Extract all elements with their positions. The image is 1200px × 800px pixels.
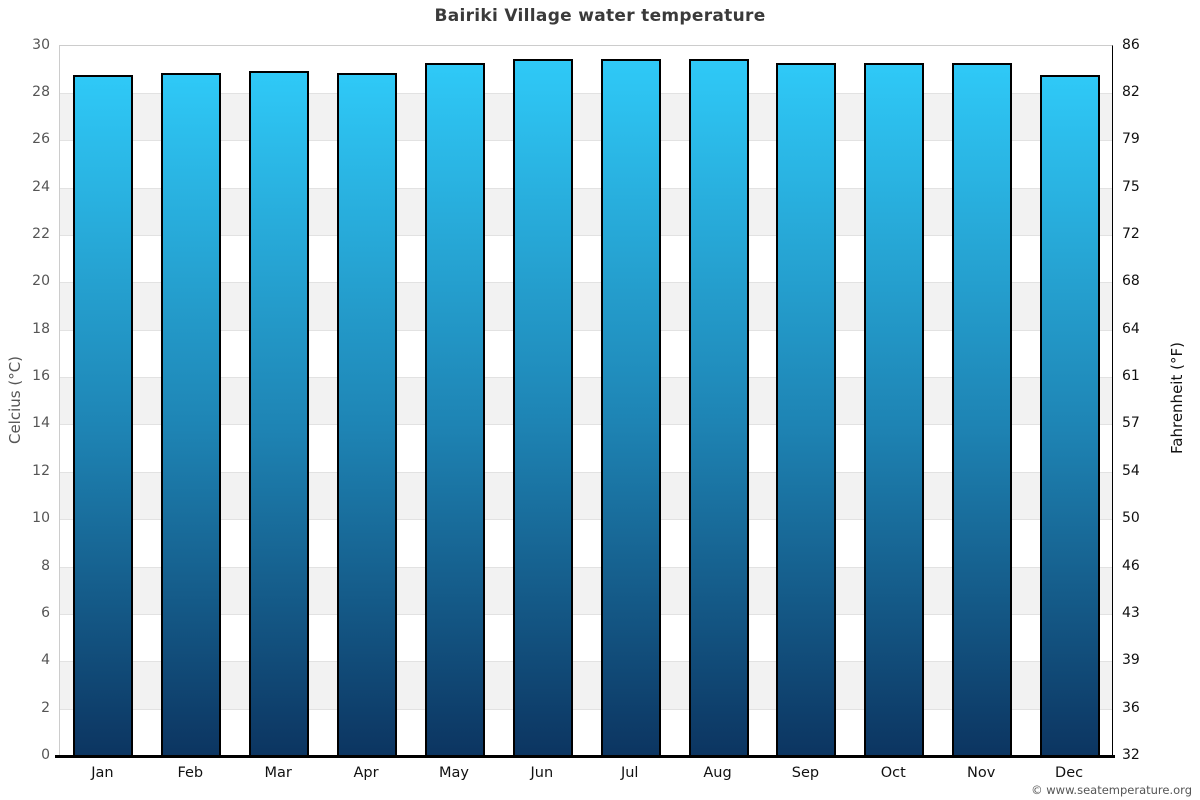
celsius-tick-label: 22 (32, 225, 50, 242)
gridline (59, 613, 1112, 615)
fahrenheit-axis-title: Fahrenheit (°F) (1168, 342, 1186, 454)
temperature-bar-oct (864, 63, 925, 755)
gridline (59, 471, 1112, 473)
fahrenheit-tick-label: 46 (1122, 557, 1140, 574)
fahrenheit-tick-label: 79 (1122, 131, 1140, 148)
fahrenheit-tick-label: 68 (1122, 273, 1140, 290)
gridline (59, 329, 1112, 331)
fahrenheit-tick-label: 64 (1122, 320, 1140, 337)
chart-title: Bairiki Village water temperature (434, 6, 766, 26)
grid-band (59, 519, 1112, 567)
grid-band (59, 661, 1112, 709)
temperature-bar-jun (512, 58, 573, 755)
gridline (59, 519, 1112, 521)
celsius-tick-label: 8 (41, 557, 50, 574)
grid-band (59, 708, 1112, 756)
celsius-tick-label: 12 (32, 462, 50, 479)
temperature-bar-jan (73, 75, 134, 755)
celsius-tick-label: 14 (32, 415, 50, 432)
celsius-axis-title: Celcius (°C) (6, 355, 24, 445)
celsius-tick-label: 10 (32, 510, 50, 527)
gridline (59, 566, 1112, 568)
month-label-may: May (438, 765, 469, 781)
month-label-jul: Jul (620, 765, 639, 781)
fahrenheit-tick-label: 72 (1122, 225, 1140, 242)
temperature-bar-may (424, 63, 485, 755)
month-label-nov: Nov (967, 765, 996, 781)
month-label-apr: Apr (353, 765, 379, 781)
temperature-bar-mar (249, 70, 310, 755)
month-label-dec: Dec (1055, 765, 1084, 781)
month-label-sep: Sep (791, 765, 820, 781)
month-label-oct: Oct (880, 765, 906, 781)
gridline (59, 708, 1112, 710)
fahrenheit-tick-label: 57 (1122, 415, 1140, 432)
celsius-tick-label: 6 (41, 604, 50, 621)
celsius-tick-label: 4 (41, 652, 50, 669)
celsius-tick-label: 24 (32, 178, 50, 195)
month-label-jan: Jan (91, 765, 114, 781)
celsius-tick-label: 0 (41, 747, 50, 763)
fahrenheit-tick-label: 43 (1122, 604, 1140, 621)
grid-band (59, 377, 1112, 425)
gridline (59, 187, 1112, 189)
grid-band (59, 92, 1112, 141)
month-label-aug: Aug (703, 765, 732, 781)
fahrenheit-tick-label: 61 (1122, 368, 1140, 385)
fahrenheit-tick-label: 54 (1122, 462, 1140, 479)
gridline (59, 661, 1112, 663)
fahrenheit-tick-label: 50 (1122, 510, 1140, 527)
celsius-tick-label: 2 (41, 699, 50, 716)
month-label-mar: Mar (264, 765, 292, 781)
celsius-tick-label: 26 (32, 131, 50, 148)
gridline (59, 140, 1112, 142)
month-label-jun: Jun (530, 765, 554, 781)
fahrenheit-tick-label: 39 (1122, 652, 1140, 669)
grid-band (59, 566, 1112, 614)
x-axis-line (54, 755, 1115, 758)
celsius-tick-label: 16 (32, 368, 50, 385)
fahrenheit-tick-label: 86 (1122, 36, 1140, 53)
temperature-bar-apr (337, 72, 398, 755)
temperature-bar-aug (688, 58, 749, 755)
month-label-feb: Feb (177, 765, 204, 781)
grid-band (59, 613, 1112, 662)
gridline (59, 377, 1112, 379)
grid-band (59, 424, 1112, 472)
temperature-bar-jul (600, 58, 661, 755)
grid-band (59, 45, 1112, 93)
grid-band (59, 282, 1112, 330)
grid-band (59, 140, 1112, 188)
copyright-watermark: © www.seatemperature.org (1031, 783, 1192, 797)
temperature-bar-nov (952, 63, 1013, 755)
plot-area (58, 44, 1113, 756)
temperature-bar-sep (776, 63, 837, 755)
gridline (59, 92, 1112, 94)
temperature-bar-dec (1040, 75, 1101, 755)
gridline (59, 424, 1112, 426)
grid-band (59, 471, 1112, 520)
celsius-tick-label: 28 (32, 83, 50, 100)
grid-band (59, 187, 1112, 235)
gridline (59, 234, 1112, 236)
celsius-tick-label: 20 (32, 273, 50, 290)
fahrenheit-tick-label: 36 (1122, 699, 1140, 716)
fahrenheit-tick-label: 75 (1122, 178, 1140, 195)
fahrenheit-tick-label: 32 (1122, 747, 1140, 763)
celsius-tick-label: 18 (32, 320, 50, 337)
fahrenheit-tick-label: 82 (1122, 83, 1140, 100)
grid-band (59, 234, 1112, 283)
temperature-bar-feb (161, 72, 222, 755)
gridline (59, 282, 1112, 284)
celsius-tick-label: 30 (32, 36, 50, 53)
grid-band (59, 329, 1112, 378)
